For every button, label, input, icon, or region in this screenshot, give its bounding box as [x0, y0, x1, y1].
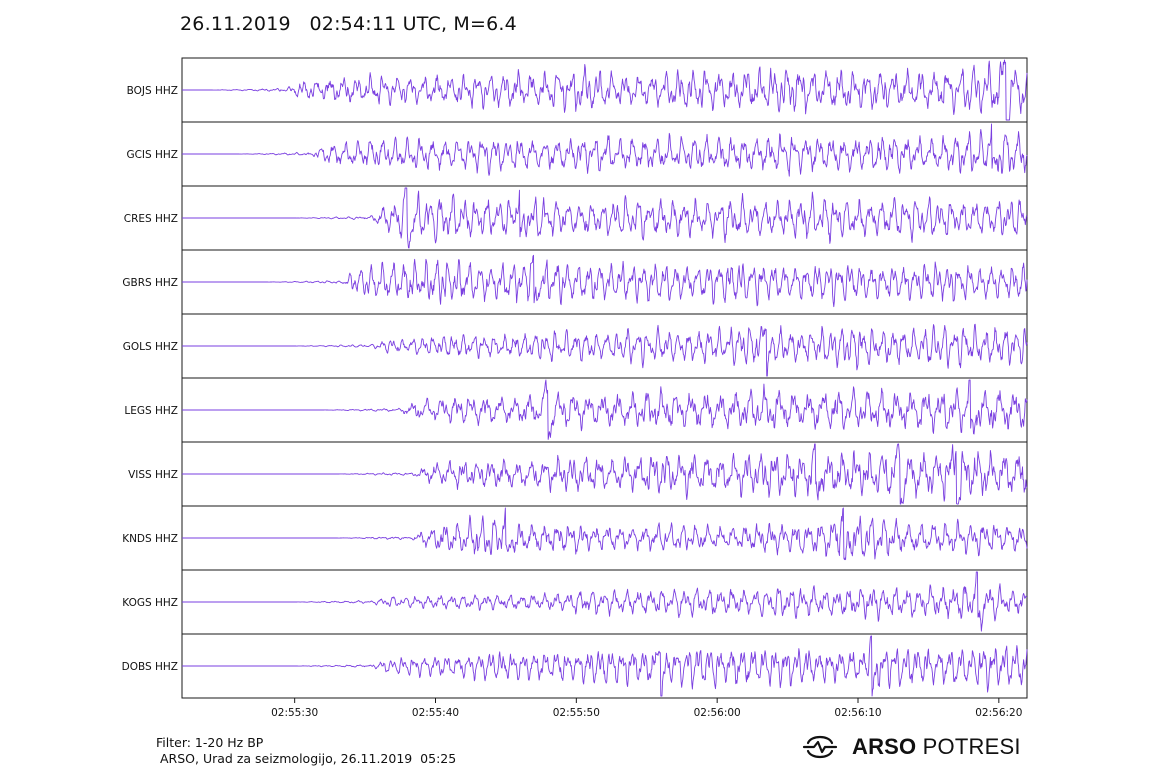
x-tick-label: 02:55:40 [412, 707, 459, 719]
brand-name: ARSO POTRESI [852, 736, 1021, 758]
x-tick-label: 02:56:20 [975, 707, 1022, 719]
x-tick-label: 02:56:00 [694, 707, 741, 719]
waveform-trace [182, 187, 1028, 249]
station-label: GBRS HHZ [122, 277, 178, 289]
waveform-trace [182, 571, 1028, 632]
seismograph-logo-icon [802, 735, 838, 759]
chart-title: 26.11.2019 02:54:11 UTC, M=6.4 [180, 13, 517, 35]
waveform-trace [182, 379, 1028, 440]
waveform-trace [182, 443, 1028, 505]
trace-panel [181, 57, 1028, 123]
waveform-trace [182, 635, 1028, 697]
station-label: BOJS HHZ [127, 85, 178, 97]
station-label: VISS HHZ [128, 469, 178, 481]
waveform-trace [182, 323, 1028, 377]
waveform-trace [182, 59, 1028, 121]
station-label: LEGS HHZ [124, 405, 178, 417]
waveform-trace [182, 507, 1028, 561]
credit-note: ARSO, Urad za seizmologijo, 26.11.2019 0… [160, 751, 457, 766]
station-label: CRES HHZ [124, 213, 178, 225]
waveform-trace [182, 123, 1028, 177]
waveform-trace [182, 254, 1028, 308]
station-label: DOBS HHZ [122, 661, 178, 673]
station-label: GOLS HHZ [123, 341, 178, 353]
brand-bold: ARSO [852, 734, 917, 759]
x-tick-label: 02:55:50 [553, 707, 600, 719]
x-tick-label: 02:55:30 [271, 707, 318, 719]
station-label: KNDS HHZ [122, 533, 178, 545]
station-label: KOGS HHZ [122, 597, 178, 609]
filter-note: Filter: 1-20 Hz BP [156, 735, 264, 750]
arso-brand: ARSO POTRESI [802, 730, 1021, 764]
station-label: GCIS HHZ [126, 149, 178, 161]
x-tick-label: 02:56:10 [834, 707, 881, 719]
brand-light: POTRESI [916, 734, 1021, 759]
